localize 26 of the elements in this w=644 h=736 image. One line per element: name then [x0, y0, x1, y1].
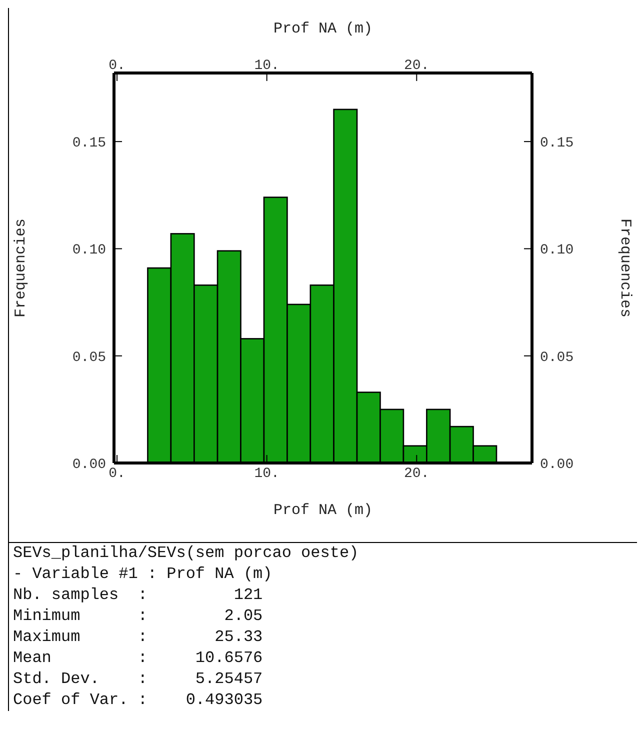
text: Maximum : 25.33	[13, 627, 264, 648]
text: - Variable #1 : Prof NA (m)	[13, 564, 274, 585]
text: SEVs_planilha/SEVs(sem porcao oeste)	[13, 543, 360, 564]
x-tick-label: 20.	[404, 58, 430, 74]
text: Std. Dev. : 5.25457	[13, 669, 264, 690]
y2-tick-label: 0.10	[540, 242, 574, 259]
y2-tick-label: 0.15	[540, 136, 574, 152]
y2-axis-title: Frequencies	[616, 218, 634, 318]
y-tick-label: 0.00	[72, 456, 106, 473]
x2-tick-label: 20.	[404, 466, 430, 482]
y2-tick-label: 0.00	[540, 456, 574, 473]
y2-tick-label: 0.05	[540, 350, 574, 366]
x2-tick-label: 10.	[254, 466, 280, 482]
y-tick-label: 0.15	[72, 136, 106, 152]
x-tick-label: 10.	[254, 58, 280, 74]
text: Coef of Var. : 0.493035	[13, 690, 264, 711]
x2-tick-label: 0.	[108, 466, 126, 482]
y-tick-label: 0.10	[72, 242, 106, 259]
text: Minimum : 2.05	[13, 606, 264, 627]
x-tick-label: 0.	[108, 58, 126, 74]
x-axis-title: Prof NA (m)	[273, 502, 373, 519]
y-axis-title: Frequencies	[12, 218, 30, 318]
text: Nb. samples : 121	[13, 585, 264, 606]
text: Mean : 10.6576	[13, 648, 264, 669]
x2-axis-title: Prof NA (m)	[273, 20, 373, 38]
y-tick-label: 0.05	[72, 350, 106, 366]
